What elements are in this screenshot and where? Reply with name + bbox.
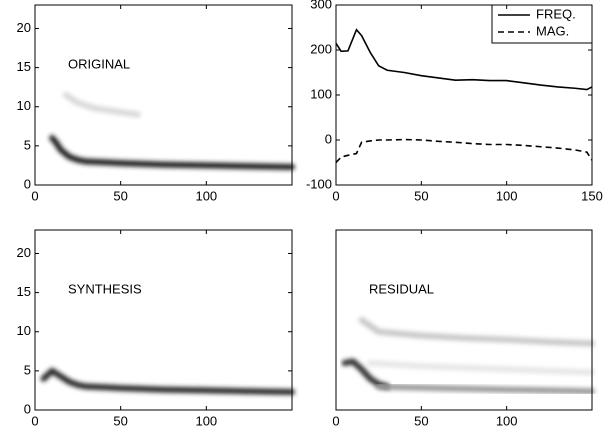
x-tick-label: 0: [332, 413, 339, 428]
x-tick-label: 50: [113, 188, 127, 203]
y-tick-label: 5: [24, 362, 31, 377]
y-tick-label: 10: [17, 323, 31, 338]
y-tick-label: 300: [310, 0, 332, 11]
spectral-trace: [367, 360, 595, 376]
y-tick-label: 15: [17, 284, 31, 299]
y-tick-label: 15: [17, 59, 31, 74]
x-tick-label: 100: [496, 413, 518, 428]
y-tick-label: 0: [24, 401, 31, 416]
x-tick-label: 50: [414, 188, 428, 203]
spectral-trace: [358, 317, 595, 347]
x-tick-label: 100: [195, 188, 217, 203]
legend-label: FREQ.: [536, 6, 576, 21]
x-tick-label: 100: [496, 188, 518, 203]
axes-frame: [34, 229, 293, 411]
panel-label: ORIGINAL: [68, 56, 130, 71]
line-series: [335, 28, 593, 91]
y-tick-label: 20: [17, 245, 31, 260]
x-tick-label: 50: [414, 413, 428, 428]
y-tick-label: 10: [17, 98, 31, 113]
x-tick-label: 0: [31, 188, 38, 203]
y-tick-label: 5: [24, 137, 31, 152]
panel-label: RESIDUAL: [369, 281, 434, 296]
x-tick-label: 0: [31, 413, 38, 428]
x-tick-label: 150: [581, 188, 603, 203]
x-tick-label: 100: [195, 413, 217, 428]
y-tick-label: -100: [306, 176, 332, 191]
x-tick-label: 0: [332, 188, 339, 203]
axes-frame: [34, 4, 293, 186]
y-tick-label: 0: [325, 131, 332, 146]
y-tick-label: 20: [17, 20, 31, 35]
y-tick-label: 0: [24, 176, 31, 191]
panel-label: SYNTHESIS: [68, 281, 142, 296]
legend-label: MAG.: [536, 23, 569, 38]
line-series: [335, 138, 593, 164]
y-tick-label: 100: [310, 86, 332, 101]
axes-frame: [335, 229, 593, 411]
y-tick-label: 200: [310, 41, 332, 56]
x-tick-label: 50: [113, 413, 127, 428]
spectral-trace: [40, 367, 295, 395]
spectral-trace: [375, 383, 595, 395]
spectral-trace: [49, 135, 295, 170]
spectral-trace: [62, 92, 141, 118]
